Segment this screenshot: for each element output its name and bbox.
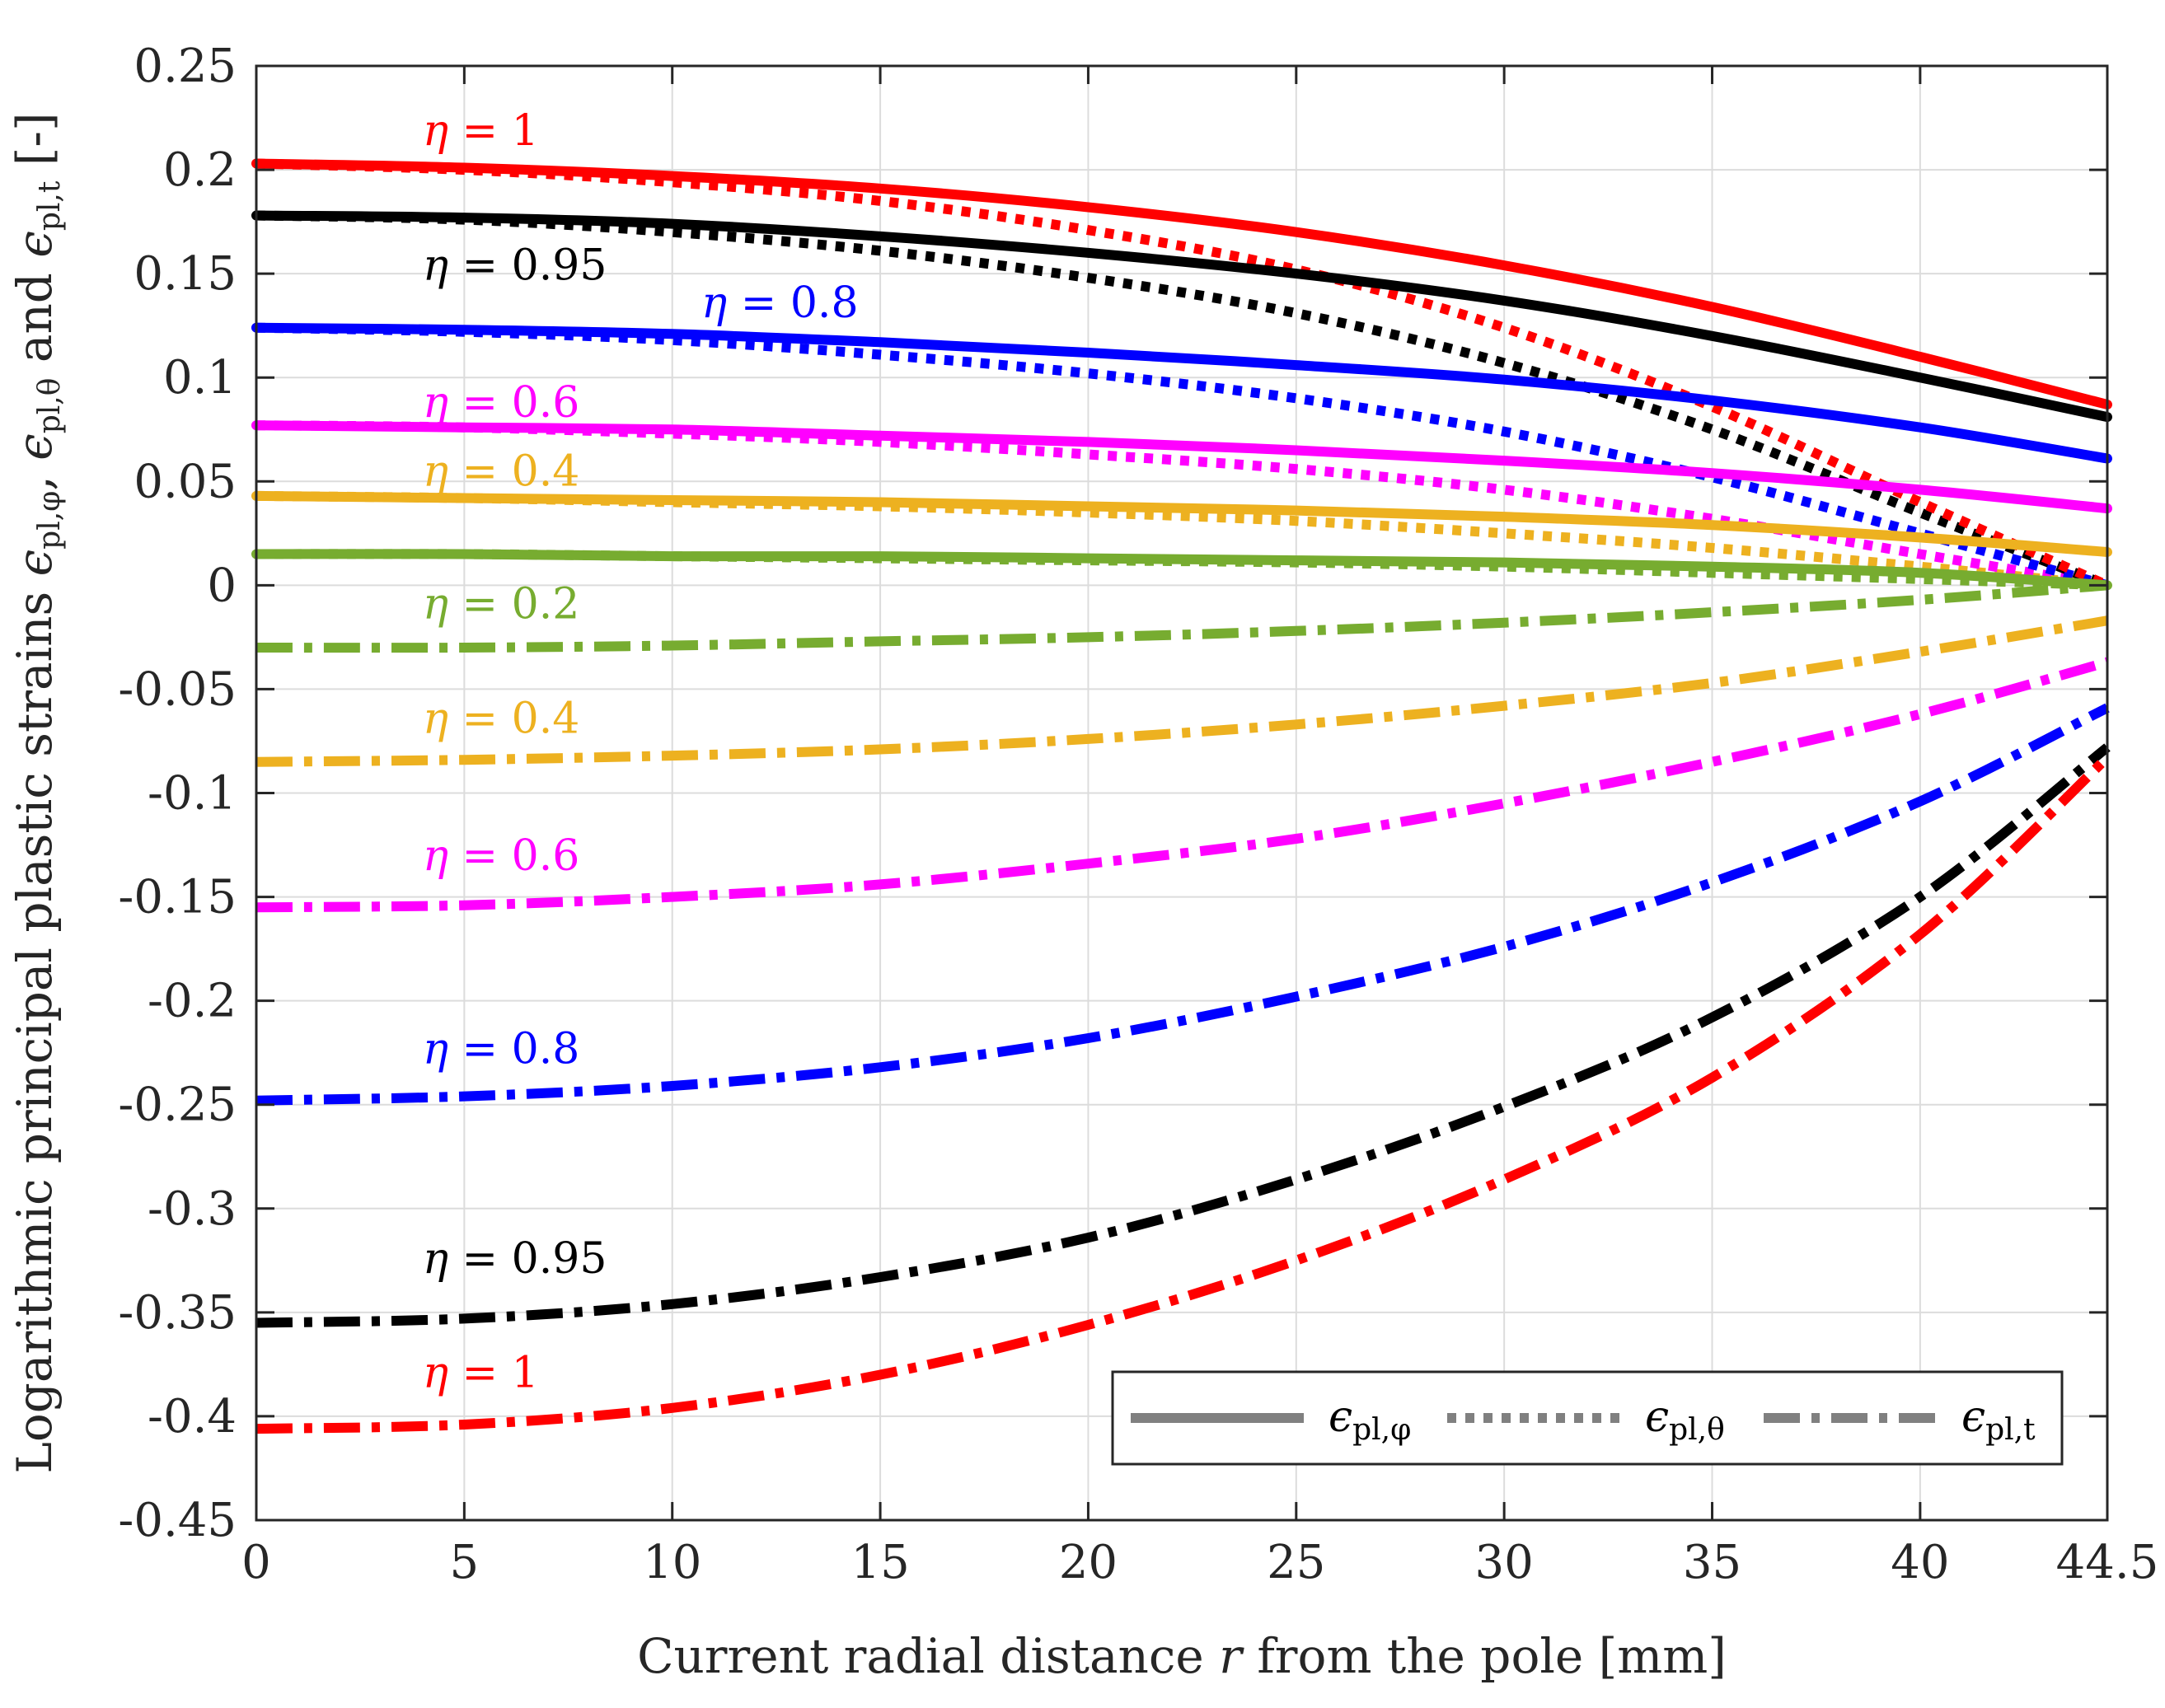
y-tick-label: -0.25	[118, 1079, 237, 1132]
y-tick-label: 0	[207, 559, 237, 612]
x-tick-label: 25	[1267, 1536, 1325, 1589]
series-line-t	[255, 703, 2110, 1106]
y-tick-label: -0.05	[118, 662, 237, 716]
legend-label: ϵpl,φ	[1329, 1392, 1411, 1447]
x-tick-label: 10	[643, 1536, 701, 1589]
series-line-phi	[251, 210, 2112, 423]
series-line-theta	[255, 158, 2110, 590]
x-tick-label: 15	[851, 1536, 909, 1589]
eta-label: η = 0.2	[423, 580, 579, 629]
legend-label: ϵpl,θ	[1645, 1392, 1725, 1447]
tick-layer: 0 5 10 15 20 25 30 35 40 44.50.250.20.150.10.050-…	[118, 40, 2158, 1589]
x-tick-label: 0	[241, 1536, 271, 1589]
series-line-phi	[251, 158, 2112, 409]
x-tick-label: 20	[1059, 1536, 1118, 1589]
eta-label: η = 0.8	[423, 1024, 579, 1074]
eta-label: η = 1	[423, 1349, 539, 1398]
y-tick-label: -0.35	[118, 1286, 237, 1340]
y-tick-label: -0.15	[118, 871, 237, 924]
x-tick-label: 44.5	[2056, 1536, 2159, 1589]
y-tick-label: -0.3	[148, 1182, 237, 1236]
series-line-t	[255, 580, 2108, 653]
series-layer	[251, 158, 2112, 1434]
eta-label: η = 0.6	[423, 378, 579, 428]
y-tick-label: -0.4	[148, 1390, 237, 1444]
eta-label: η = 0.4	[423, 694, 579, 743]
eta-label: η = 1	[423, 106, 539, 156]
y-tick-label: -0.1	[148, 767, 237, 821]
y-tick-label: 0.15	[134, 247, 237, 301]
y-tick-label: -0.45	[118, 1494, 237, 1547]
y-tick-label: 0.25	[134, 40, 237, 93]
series-line-phi	[251, 490, 2112, 557]
y-tick-label: 0.2	[163, 143, 237, 197]
series-line-phi	[251, 549, 2112, 591]
series-line-t	[255, 754, 2111, 1434]
y-tick-label: 0.05	[134, 455, 237, 508]
x-tick-label: 35	[1683, 1536, 1741, 1589]
eta-label: η = 0.4	[423, 447, 579, 496]
eta-label: η = 0.95	[423, 241, 607, 291]
series-line-t	[255, 615, 2108, 767]
eta-label: η = 0.6	[423, 831, 579, 881]
series-line-phi	[251, 420, 2112, 514]
series-line-t	[255, 743, 2111, 1328]
series-line-phi	[251, 322, 2112, 464]
legend-label: ϵpl,t	[1961, 1392, 2036, 1447]
x-tick-label: 5	[450, 1536, 480, 1589]
label-layer: η = 1 η = 0.95 η = 0.8 η = 0.6 η = 0.4 η = 0.…	[423, 106, 859, 1398]
x-tick-label: 40	[1891, 1536, 1949, 1589]
y-axis-title: Logarithmic principal plastic strains ϵp…	[7, 112, 67, 1473]
title-layer: Current radial distance r from the pole …	[7, 112, 1727, 1684]
legend-layer: ϵpl,φ ϵpl,θ ϵpl,t	[1111, 1370, 2064, 1466]
eta-label: η = 0.8	[701, 278, 858, 328]
eta-label: η = 0.95	[423, 1234, 607, 1284]
x-axis-title: Current radial distance r from the pole …	[637, 1628, 1727, 1684]
series-line-t	[255, 657, 2109, 913]
y-tick-label: -0.2	[148, 975, 237, 1028]
y-tick-label: 0.1	[163, 351, 237, 405]
x-tick-label: 30	[1475, 1536, 1534, 1589]
